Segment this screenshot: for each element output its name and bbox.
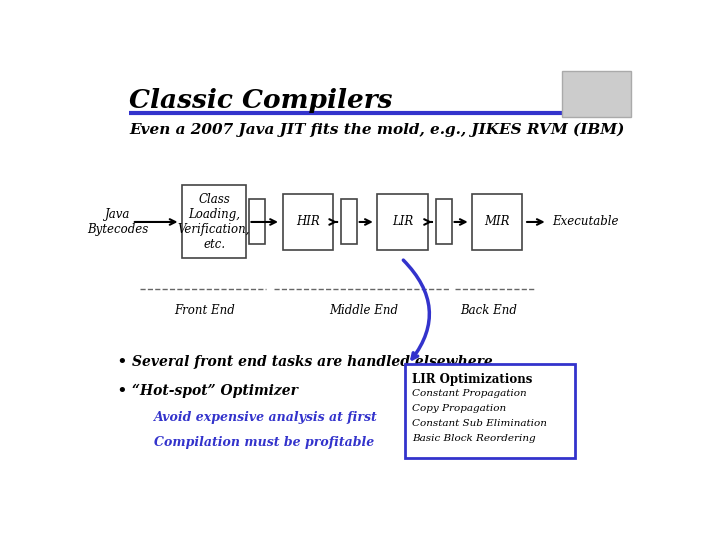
Text: Java
Bytecodes: Java Bytecodes: [87, 208, 148, 236]
Text: Several front end tasks are handled elsewhere: Several front end tasks are handled else…: [132, 355, 492, 369]
Text: Front End: Front End: [174, 304, 235, 317]
Bar: [249, 199, 265, 245]
Bar: [377, 194, 428, 250]
Text: Class
Loading,
Verification,
etc.: Class Loading, Verification, etc.: [178, 193, 251, 251]
Bar: [562, 71, 631, 117]
Text: Middle End: Middle End: [329, 304, 398, 317]
Text: Basic Block Reordering: Basic Block Reordering: [412, 434, 536, 443]
Text: Back End: Back End: [461, 304, 518, 317]
Text: Constant Sub Elimination: Constant Sub Elimination: [412, 419, 547, 428]
Text: LIR Optimizations: LIR Optimizations: [412, 373, 532, 386]
Text: Copy Propagation: Copy Propagation: [412, 404, 506, 413]
Text: Constant Propagation: Constant Propagation: [412, 389, 526, 398]
Bar: [341, 199, 356, 245]
Bar: [405, 364, 575, 458]
Text: LIR: LIR: [392, 215, 413, 228]
Text: Compilation must be profitable: Compilation must be profitable: [154, 436, 374, 449]
Text: Executable: Executable: [552, 215, 618, 228]
Bar: [182, 185, 246, 258]
Text: “Hot-spot” Optimizer: “Hot-spot” Optimizer: [132, 384, 298, 399]
Text: •: •: [116, 353, 127, 371]
Text: Classic Compilers: Classic Compilers: [129, 87, 392, 113]
Bar: [282, 194, 333, 250]
Bar: [472, 194, 523, 250]
Text: HIR: HIR: [296, 215, 320, 228]
Text: Even a 2007 Java JIT fits the mold, e.g., JIKES RVM (IBM): Even a 2007 Java JIT fits the mold, e.g.…: [129, 122, 624, 137]
Bar: [436, 199, 451, 245]
Text: •: •: [116, 382, 127, 400]
Text: MIR: MIR: [485, 215, 510, 228]
Text: Avoid expensive analysis at first: Avoid expensive analysis at first: [154, 411, 378, 424]
